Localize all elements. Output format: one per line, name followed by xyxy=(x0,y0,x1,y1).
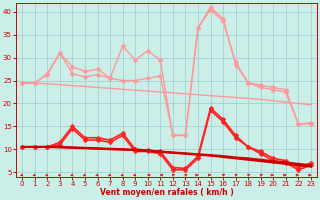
X-axis label: Vent moyen/en rafales ( km/h ): Vent moyen/en rafales ( km/h ) xyxy=(100,188,234,197)
